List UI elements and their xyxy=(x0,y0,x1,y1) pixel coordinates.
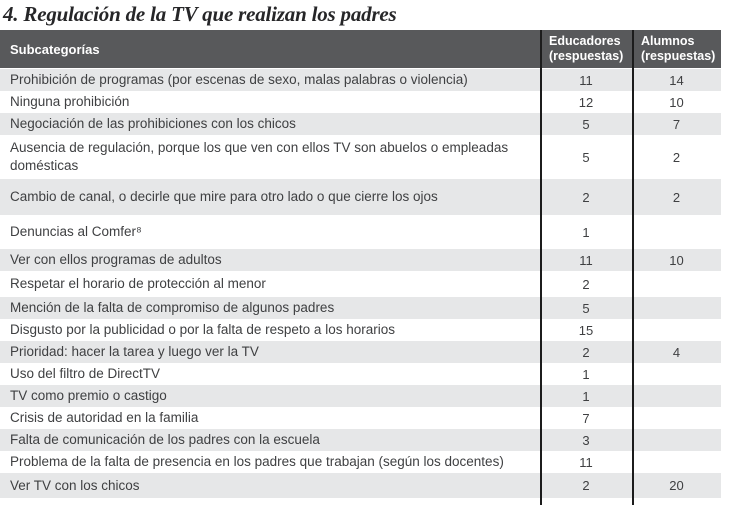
subcategory-cell: Problema de la falta de presencia en los… xyxy=(0,451,540,473)
educadores-value-cell: 1 xyxy=(582,388,590,404)
educadores-value-cell: 3 xyxy=(582,432,590,448)
subcategory-cell: Prioridad: hacer la tarea y luego ver la… xyxy=(0,341,540,363)
subcategory-cell: Mención de la falta de compromiso de alg… xyxy=(0,297,540,319)
educadores-value-cell: 11 xyxy=(579,454,593,470)
subcategory-label: Problema de la falta de presencia en los… xyxy=(10,454,504,470)
alumnos-value-cell xyxy=(632,407,721,429)
subcategory-label: TV como premio o castigo xyxy=(10,388,167,404)
column-header-educadores-sublabel: (respuestas) xyxy=(549,49,624,63)
educadores-value-cell: 2 xyxy=(582,344,590,360)
alumnos-value-cell: 4 xyxy=(672,344,681,360)
subcategory-label: Falta de comunicación de los padres con … xyxy=(10,432,320,448)
educadores-value-cell: 2 xyxy=(582,276,590,292)
alumnos-value-cell: 7 xyxy=(672,116,681,132)
table-row: Respetar el horario de protección al men… xyxy=(0,271,721,297)
table-title: 4. Regulación de la TV que realizan los … xyxy=(3,2,397,26)
alumnos-value-cell xyxy=(632,297,721,319)
table-row: Ninguna prohibición 12 10 xyxy=(0,91,721,113)
column-header-subcategorias: Subcategorías xyxy=(10,41,100,57)
subcategory-label: Cambio de canal, o decirle que mire para… xyxy=(10,189,438,205)
educadores-value-cell: 11 xyxy=(579,72,593,88)
educadores-value-cell: 15 xyxy=(578,322,594,338)
alumnos-value-cell: 2 xyxy=(672,189,681,205)
subcategory-cell: Respetar el horario de protección al men… xyxy=(0,271,540,297)
subcategory-cell: Falta de comunicación de los padres con … xyxy=(0,429,540,451)
alumnos-value-cell xyxy=(632,429,721,451)
subcategory-label: Disgusto por la publicidad o por la falt… xyxy=(10,322,395,338)
table-row: Negociación de las prohibiciones con los… xyxy=(0,113,721,135)
table-row: Ver con ellos programas de adultos 11 10 xyxy=(0,249,721,271)
subcategory-label: Prohibición de programas (por escenas de… xyxy=(10,72,468,88)
table-row: Falta de comunicación de los padres con … xyxy=(0,429,721,451)
table-row: Prohibición de programas (por escenas de… xyxy=(0,69,721,91)
column-header-alumnos-label: Alumnos xyxy=(641,33,695,48)
table-row: Mención de la falta de compromiso de alg… xyxy=(0,297,721,319)
educadores-value-cell: 5 xyxy=(582,300,590,316)
subcategory-label: Ausencia de regulación, porque los que v… xyxy=(10,140,509,173)
subcategory-label: Ninguna prohibición xyxy=(10,94,130,110)
alumnos-value-cell xyxy=(632,215,721,249)
subcategory-cell: Cambio de canal, o decirle que mire para… xyxy=(0,179,540,215)
educadores-value-cell: 1 xyxy=(582,366,590,382)
table-row: Denuncias al Comfer⁸ 1 xyxy=(0,215,721,249)
column-divider-line-1 xyxy=(540,30,542,505)
table-body: Prohibición de programas (por escenas de… xyxy=(0,69,721,498)
column-header-alumnos-sublabel: (respuestas) xyxy=(641,49,716,63)
table-row: Ver TV con los chicos 2 20 xyxy=(0,473,721,498)
educadores-value-cell: 12 xyxy=(578,94,594,110)
subcategory-label: Denuncias al Comfer⁸ xyxy=(10,224,142,240)
educadores-value-cell: 5 xyxy=(582,116,590,132)
educadores-value-cell: 5 xyxy=(582,149,590,165)
subcategory-cell: Prohibición de programas (por escenas de… xyxy=(0,69,540,91)
column-header-alumnos: Alumnos (respuestas) xyxy=(632,30,721,68)
alumnos-value-cell: 14 xyxy=(669,72,684,88)
table-row: Ausencia de regulación, porque los que v… xyxy=(0,135,721,179)
alumnos-value-cell: 20 xyxy=(669,478,684,493)
alumnos-value-cell xyxy=(632,363,721,385)
subcategory-cell: Ver TV con los chicos xyxy=(0,473,540,498)
table-header-row: Subcategorías Educadores (respuestas) Al… xyxy=(0,30,721,68)
alumnos-value-cell: 10 xyxy=(669,252,684,268)
alumnos-value-cell xyxy=(632,385,721,407)
subcategory-cell: Denuncias al Comfer⁸ xyxy=(0,215,540,249)
subcategory-cell: Ausencia de regulación, porque los que v… xyxy=(0,135,540,179)
subcategory-label: Ver TV con los chicos xyxy=(10,477,140,493)
alumnos-value-cell xyxy=(632,271,721,297)
subcategory-label: Respetar el horario de protección al men… xyxy=(10,276,266,292)
subcategory-label: Mención de la falta de compromiso de alg… xyxy=(10,300,335,316)
subcategory-label: Uso del filtro de DirectTV xyxy=(10,366,161,382)
educadores-value-cell: 2 xyxy=(582,189,590,205)
subcategory-cell: Uso del filtro de DirectTV xyxy=(0,363,540,385)
alumnos-value-cell xyxy=(632,319,721,341)
column-header-educadores: Educadores (respuestas) xyxy=(540,30,632,68)
subcategory-cell: Crisis de autoridad en la familia xyxy=(0,407,540,429)
column-divider-line-2 xyxy=(632,30,634,505)
educadores-value-cell: 7 xyxy=(582,410,590,426)
table-row: Problema de la falta de presencia en los… xyxy=(0,451,721,473)
subcategory-cell: Negociación de las prohibiciones con los… xyxy=(0,113,540,135)
subcategory-label: Crisis de autoridad en la familia xyxy=(10,410,199,426)
educadores-value-cell: 1 xyxy=(582,224,590,240)
table-row: Crisis de autoridad en la familia 7 xyxy=(0,407,721,429)
subcategory-cell: Ver con ellos programas de adultos xyxy=(0,249,540,271)
alumnos-value-cell: 2 xyxy=(672,149,681,165)
subcategory-cell: Ninguna prohibición xyxy=(0,91,540,113)
subcategory-label: Negociación de las prohibiciones con los… xyxy=(10,116,296,132)
educadores-value-cell: 11 xyxy=(579,252,593,268)
table-row: Uso del filtro de DirectTV 1 xyxy=(0,363,721,385)
table-row: TV como premio o castigo 1 xyxy=(0,385,721,407)
subcategory-label: Ver con ellos programas de adultos xyxy=(10,252,222,268)
regulation-table: Subcategorías Educadores (respuestas) Al… xyxy=(0,30,721,505)
subcategory-cell: Disgusto por la publicidad o por la falt… xyxy=(0,319,540,341)
subcategory-label: Prioridad: hacer la tarea y luego ver la… xyxy=(10,344,259,360)
table-row: Prioridad: hacer la tarea y luego ver la… xyxy=(0,341,721,363)
table-row: Cambio de canal, o decirle que mire para… xyxy=(0,179,721,215)
educadores-value-cell: 2 xyxy=(582,478,590,493)
column-header-educadores-label: Educadores xyxy=(549,33,621,48)
subcategory-cell: TV como premio o castigo xyxy=(0,385,540,407)
alumnos-value-cell: 10 xyxy=(669,94,684,110)
alumnos-value-cell xyxy=(632,451,721,473)
table-row: Disgusto por la publicidad o por la falt… xyxy=(0,319,721,341)
